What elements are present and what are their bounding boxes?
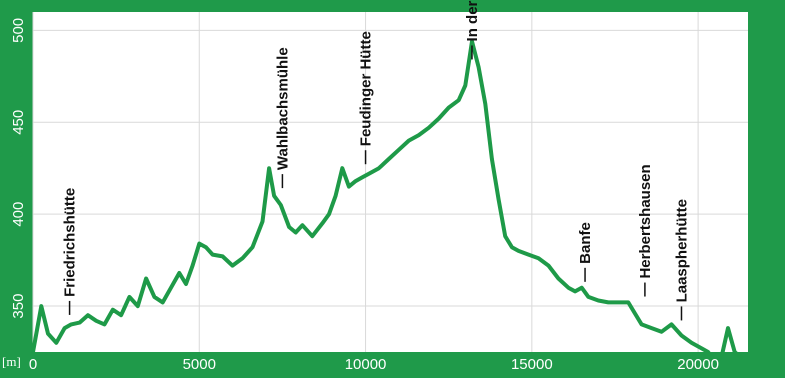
y-tick-label: 350	[10, 294, 27, 319]
x-tick-label: 0	[29, 356, 37, 373]
annotation-label: Laaspherhütte	[673, 199, 690, 302]
unit-label: [m]	[2, 354, 21, 369]
annotation-label: Banfe	[577, 222, 594, 264]
y-tick-label: 400	[10, 202, 27, 227]
y-tick-label: 500	[10, 18, 27, 43]
chart-marks: Friedrichshütte Wahlbachsmühle Feudinger H…	[31, 0, 744, 364]
grid	[32, 12, 748, 352]
x-tick-label: 10000	[345, 356, 387, 373]
x-tick-label: 20000	[677, 356, 719, 373]
x-tick-label: 5000	[183, 356, 216, 373]
annotation-label: Wahlbachsmühle	[274, 47, 291, 170]
annotation-label: In der Indel	[464, 0, 481, 41]
x-tick-label: 15000	[511, 356, 553, 373]
annotation-label: Herbertshausen	[637, 164, 654, 278]
annotation-label: Friedrichshütte	[62, 188, 79, 297]
elevation-line	[31, 39, 744, 364]
axis-ticks: 0 5000 10000 15000 20000 350 400 450 500	[10, 18, 719, 373]
annotation-label: Feudinger Hütte	[358, 31, 375, 146]
y-tick-label: 450	[10, 110, 27, 135]
